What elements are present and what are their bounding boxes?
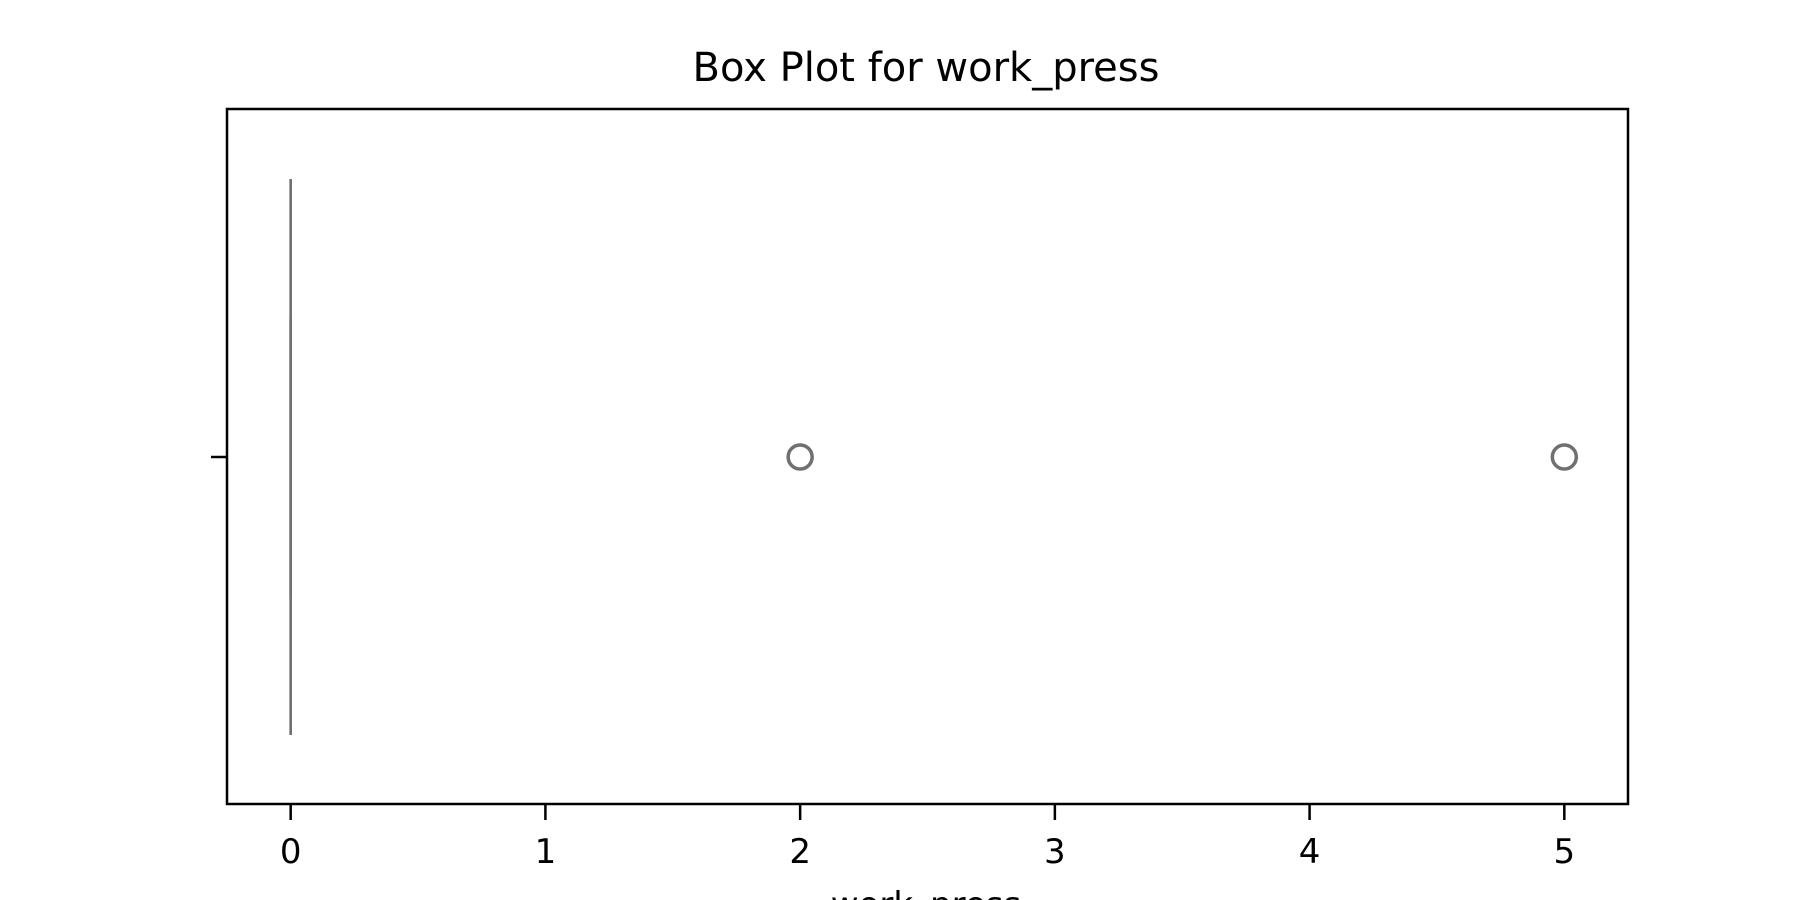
x-axis-label: work_press bbox=[831, 885, 1021, 900]
x-tick-label: 4 bbox=[1299, 832, 1321, 872]
x-tick-label: 5 bbox=[1553, 832, 1575, 872]
outlier-point bbox=[786, 443, 814, 471]
x-tick-label: 1 bbox=[535, 832, 557, 872]
x-tick-label: 3 bbox=[1044, 832, 1066, 872]
x-tick-label: 0 bbox=[280, 832, 302, 872]
axes-frame bbox=[225, 107, 1630, 806]
x-tick-label: 2 bbox=[789, 832, 811, 872]
x-axis: 0 1 2 3 4 5 bbox=[280, 804, 1575, 872]
chart-title: Box Plot for work_press bbox=[693, 45, 1160, 91]
outlier-point bbox=[1550, 443, 1579, 471]
outlier-group bbox=[786, 443, 1579, 471]
